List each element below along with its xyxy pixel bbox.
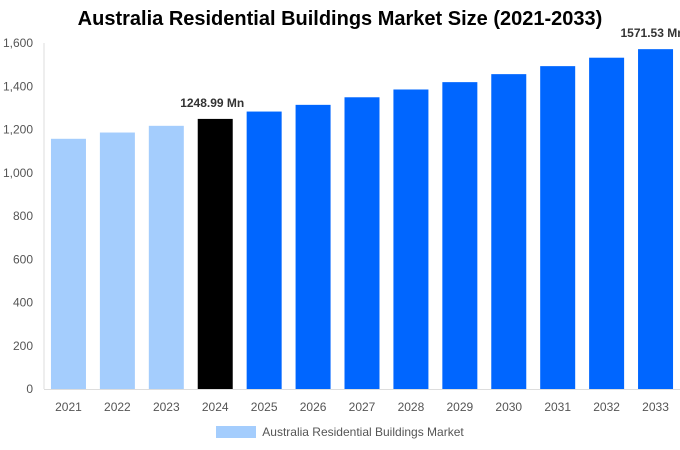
bar-2029 xyxy=(442,82,478,390)
bar-2033 xyxy=(638,49,674,389)
y-tick-label: 1,200 xyxy=(3,123,33,137)
x-tick-label: 2032 xyxy=(593,400,620,414)
y-tick-label: 200 xyxy=(13,339,33,353)
y-tick-label: 600 xyxy=(13,252,33,266)
x-tick-label: 2033 xyxy=(642,400,669,414)
bar-2030 xyxy=(491,74,527,389)
x-tick-label: 2022 xyxy=(104,400,131,414)
legend: Australia Residential Buildings Market xyxy=(0,425,680,439)
x-tick-label: 2023 xyxy=(153,400,180,414)
bar-2028 xyxy=(393,89,429,390)
x-tick-label: 2028 xyxy=(398,400,425,414)
x-tick-label: 2021 xyxy=(55,400,82,414)
y-tick-label: 1,400 xyxy=(3,79,33,93)
bar-2031 xyxy=(540,66,576,390)
bar-2026 xyxy=(295,104,331,389)
bar-2024 xyxy=(197,118,233,389)
x-tick-label: 2025 xyxy=(251,400,278,414)
y-tick-label: 800 xyxy=(13,209,33,223)
x-tick-label: 2026 xyxy=(300,400,327,414)
bar-2025 xyxy=(246,111,282,390)
chart-title: Australia Residential Buildings Market S… xyxy=(77,8,603,30)
y-tick-label: 0 xyxy=(26,382,33,396)
bar-2023 xyxy=(148,125,184,389)
bar-2027 xyxy=(344,97,380,389)
bar-2022 xyxy=(99,132,135,389)
x-tick-label: 2031 xyxy=(544,400,571,414)
bar-2021 xyxy=(50,138,86,389)
y-tick-label: 1,600 xyxy=(3,36,33,50)
y-tick-label: 1,000 xyxy=(3,166,33,180)
data-label-2033: 1571.53 Mn xyxy=(621,26,680,40)
legend-label: Australia Residential Buildings Market xyxy=(262,425,464,439)
x-tick-label: 2030 xyxy=(495,400,522,414)
bar-2032 xyxy=(589,57,625,390)
y-tick-label: 400 xyxy=(13,296,33,310)
data-label-2024: 1248.99 Mn xyxy=(180,96,244,110)
x-tick-label: 2029 xyxy=(446,400,473,414)
legend-swatch xyxy=(216,426,257,438)
x-tick-label: 2024 xyxy=(202,400,229,414)
x-tick-label: 2027 xyxy=(349,400,376,414)
